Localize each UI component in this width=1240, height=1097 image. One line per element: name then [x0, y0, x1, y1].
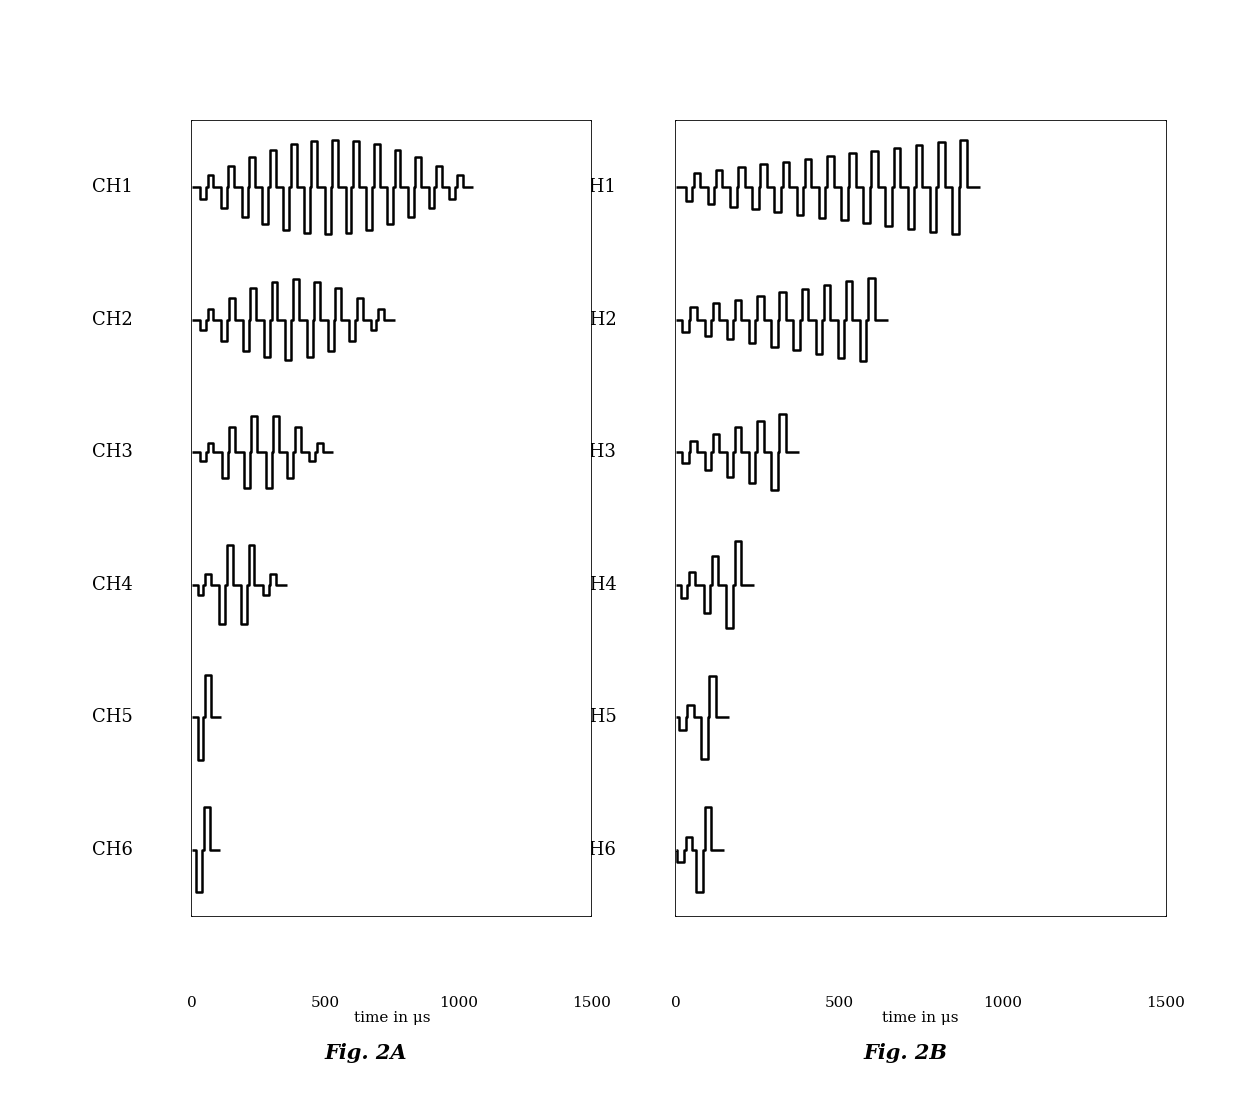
Text: CH5: CH5	[92, 709, 133, 726]
Text: Fig. 2B: Fig. 2B	[863, 1043, 947, 1063]
Text: CH2: CH2	[575, 310, 616, 328]
Text: CH3: CH3	[92, 443, 133, 461]
Text: CH6: CH6	[575, 840, 616, 859]
Text: CH2: CH2	[92, 310, 133, 328]
Text: CH6: CH6	[92, 840, 133, 859]
Text: CH5: CH5	[575, 709, 616, 726]
X-axis label: time in μs: time in μs	[353, 1011, 430, 1025]
Text: CH4: CH4	[575, 576, 616, 593]
Text: Fig. 2A: Fig. 2A	[325, 1043, 407, 1063]
Text: CH1: CH1	[92, 178, 133, 196]
Text: CH3: CH3	[575, 443, 616, 461]
Text: CH1: CH1	[575, 178, 616, 196]
X-axis label: time in μs: time in μs	[883, 1011, 959, 1025]
Text: CH4: CH4	[92, 576, 133, 593]
